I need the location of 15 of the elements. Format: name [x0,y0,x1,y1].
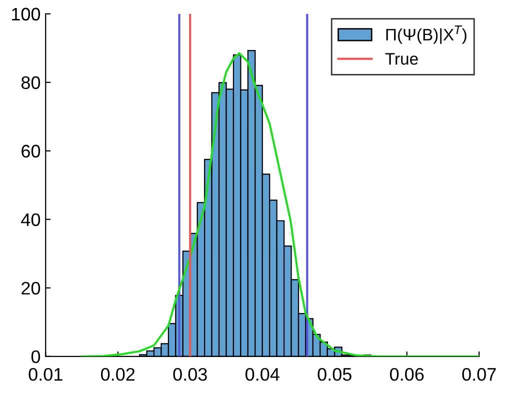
legend-label: True [385,53,418,65]
y-tick-label: 20 [22,282,40,295]
legend-label: Π(Ψ(B)|X$^{T}$) [386,26,466,44]
y-tick-label: 0 [31,350,40,364]
x-tick-label: 0.07 [462,368,496,381]
y-tick-label: 60 [22,144,40,158]
x-tick-label: 0.03 [173,368,207,381]
y-tick-label: 40 [21,213,40,226]
x-tick-label: 0.04 [246,368,280,381]
x-tick-label: 0.05 [318,368,352,381]
y-tick-label: 80 [21,76,40,90]
x-tick-label: 0.06 [390,368,424,381]
x-tick-label: 0.01 [28,368,62,381]
x-tick-label: 0.02 [101,368,135,381]
y-tick-label: 100 [12,8,40,21]
